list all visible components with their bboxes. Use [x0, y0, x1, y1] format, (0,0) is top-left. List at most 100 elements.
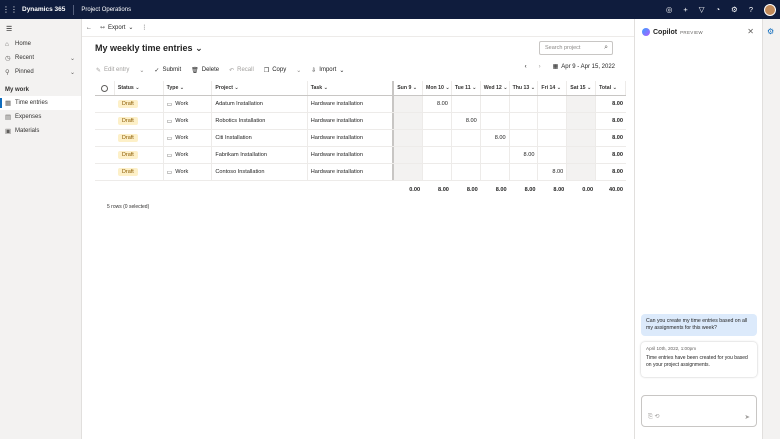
back-arrow-icon[interactable]: ←: [86, 24, 92, 31]
search-input[interactable]: Search project ⌕: [539, 41, 613, 55]
project-cell[interactable]: Adatum Installation: [212, 96, 308, 112]
task-cell[interactable]: Hardware installation: [308, 130, 395, 146]
previous-week-icon[interactable]: ‹: [524, 63, 527, 70]
hours-cell[interactable]: [510, 96, 539, 112]
hours-cell[interactable]: [423, 130, 452, 146]
gear-icon[interactable]: ⚙: [731, 5, 738, 14]
hours-cell[interactable]: [538, 130, 568, 146]
app-launcher-icon[interactable]: ⋮⋮: [2, 5, 18, 14]
table-row[interactable]: Draft ▭ Work Robotics Installation Hardware …: [95, 113, 626, 130]
hours-cell[interactable]: [567, 147, 597, 163]
copilot-rail-icon[interactable]: ⚙: [767, 27, 775, 36]
hours-cell[interactable]: [394, 147, 424, 163]
row-select-radio[interactable]: [95, 113, 115, 129]
hours-cell[interactable]: [394, 130, 424, 146]
row-select-radio[interactable]: [95, 130, 115, 146]
column-header-day[interactable]: Sun 9 ⌄: [394, 81, 424, 95]
project-cell[interactable]: Fabrikam Installation: [212, 147, 308, 163]
select-all-radio[interactable]: [95, 81, 115, 95]
hours-cell[interactable]: 8.00: [510, 147, 539, 163]
table-row[interactable]: Draft ▭ Work Citi Installation Hardware inst…: [95, 130, 626, 147]
hours-cell[interactable]: [538, 96, 568, 112]
next-week-icon[interactable]: ›: [538, 63, 541, 70]
nav-item-recent[interactable]: ◷ Recent ⌄: [0, 51, 81, 65]
send-icon[interactable]: ➤: [744, 414, 750, 421]
import-button[interactable]: ⇩ Import ⌄: [311, 67, 345, 74]
nav-item-pinned[interactable]: ⚲ Pinned ⌄: [0, 65, 81, 79]
hours-cell[interactable]: 8.00: [423, 96, 452, 112]
avatar[interactable]: [764, 3, 776, 16]
column-header-day[interactable]: Tue 11 ⌄: [452, 81, 481, 95]
hours-cell[interactable]: [567, 96, 597, 112]
nav-item-time-entries[interactable]: ▦ Time entries: [0, 96, 81, 110]
hours-cell[interactable]: [423, 164, 452, 180]
column-header-total[interactable]: Total ⌄: [596, 81, 626, 95]
more-options-icon[interactable]: ⋮: [141, 25, 148, 31]
nav-item-materials[interactable]: ▣ Materials: [0, 124, 81, 138]
hours-cell[interactable]: [423, 113, 452, 129]
task-cell[interactable]: Hardware installation: [308, 164, 395, 180]
chevron-down-icon[interactable]: ⌄: [139, 67, 145, 74]
hours-cell[interactable]: [481, 164, 510, 180]
hours-cell[interactable]: [567, 164, 597, 180]
hours-cell[interactable]: [481, 96, 510, 112]
chevron-down-icon[interactable]: ⌄: [195, 43, 203, 53]
chevron-down-icon[interactable]: ⌄: [69, 55, 75, 62]
column-header-task[interactable]: Task ⌄: [308, 81, 395, 95]
table-row[interactable]: Draft ▭ Work Contoso Installation Hardware i…: [95, 164, 626, 181]
hours-cell[interactable]: [481, 113, 510, 129]
hours-cell[interactable]: [423, 147, 452, 163]
hours-cell[interactable]: [567, 113, 597, 129]
search-icon[interactable]: ⌕: [604, 44, 608, 51]
nav-item-home[interactable]: ⌂ Home: [0, 37, 81, 51]
edit-entry-button[interactable]: ✎ Edit entry: [96, 67, 130, 74]
column-header-status[interactable]: Status ⌄: [115, 81, 164, 95]
attachment-icon[interactable]: ⎘ ⟲: [648, 414, 660, 420]
recall-button[interactable]: ↶ Recall: [229, 67, 254, 74]
lightbulb-icon[interactable]: ◎: [665, 5, 673, 14]
brand-name[interactable]: Dynamics 365: [20, 4, 75, 15]
copilot-input[interactable]: ⎘ ⟲ ➤: [641, 395, 757, 427]
hours-cell[interactable]: [394, 164, 424, 180]
hours-cell[interactable]: 8.00: [481, 130, 510, 146]
project-cell[interactable]: Citi Installation: [212, 130, 308, 146]
project-cell[interactable]: Contoso Installation: [212, 164, 308, 180]
close-icon[interactable]: ✕: [747, 27, 754, 36]
hours-cell[interactable]: [510, 130, 539, 146]
table-row[interactable]: Draft ▭ Work Adatum Installation Hardware in…: [95, 96, 626, 113]
page-title[interactable]: My weekly time entries ⌄: [95, 43, 203, 54]
hamburger-icon[interactable]: ☰: [6, 26, 13, 33]
column-header-day[interactable]: Wed 12 ⌄: [481, 81, 510, 95]
column-header-type[interactable]: Type ⌄: [164, 81, 213, 95]
delete-button[interactable]: 🗑 Delete: [191, 67, 220, 74]
date-range-picker[interactable]: ▦ Apr 9 - Apr 15, 2022: [552, 63, 615, 71]
hours-cell[interactable]: 8.00: [538, 164, 568, 180]
chevron-down-icon[interactable]: ⌄: [296, 67, 302, 74]
table-row[interactable]: Draft ▭ Work Fabrikam Installation Hardware …: [95, 147, 626, 164]
copy-button[interactable]: ❐ Copy: [263, 67, 287, 74]
submit-button[interactable]: ✓ Submit: [154, 67, 182, 74]
column-header-day[interactable]: Fri 14 ⌄: [538, 81, 568, 95]
export-button[interactable]: ⇿ Export ⌄: [100, 24, 133, 32]
plus-icon[interactable]: +: [683, 5, 688, 14]
hours-cell[interactable]: [510, 113, 539, 129]
project-cell[interactable]: Robotics Installation: [212, 113, 308, 129]
row-select-radio[interactable]: [95, 147, 115, 163]
row-select-radio[interactable]: [95, 164, 115, 180]
nav-item-expenses[interactable]: ▤ Expenses: [0, 110, 81, 124]
hours-cell[interactable]: [452, 130, 481, 146]
filter-icon[interactable]: ▽: [698, 5, 705, 14]
row-select-radio[interactable]: [95, 96, 115, 112]
hours-cell[interactable]: [452, 96, 481, 112]
column-header-day[interactable]: Thu 13 ⌄: [510, 81, 539, 95]
hours-cell[interactable]: [394, 113, 424, 129]
task-cell[interactable]: Hardware installation: [308, 96, 395, 112]
column-header-project[interactable]: Project ⌄: [212, 81, 308, 95]
column-header-day[interactable]: Sat 15 ⌄: [567, 81, 597, 95]
hours-cell[interactable]: [510, 164, 539, 180]
bell-icon[interactable]: ◔: [715, 5, 721, 14]
hours-cell[interactable]: [452, 147, 481, 163]
hours-cell[interactable]: [452, 164, 481, 180]
hours-cell[interactable]: [538, 147, 568, 163]
hours-cell[interactable]: [481, 147, 510, 163]
